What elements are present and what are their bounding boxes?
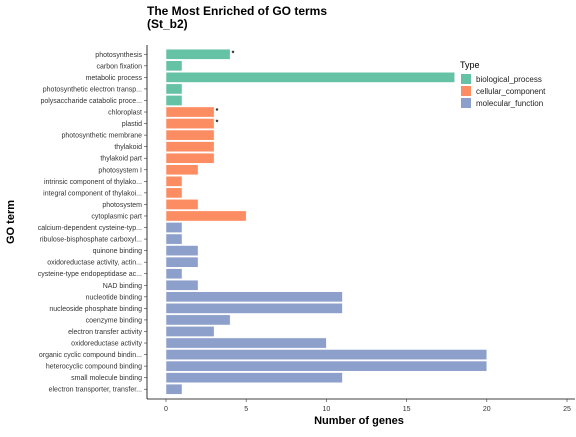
bar <box>165 349 488 360</box>
legend-label: biological_process <box>476 75 542 84</box>
category-label: integral component of thylakoi... <box>43 190 142 197</box>
legend-swatch <box>461 86 471 96</box>
bar <box>165 199 199 210</box>
chart-subtitle: (St_b2) <box>147 17 188 31</box>
bar <box>165 152 215 164</box>
bar <box>165 83 183 95</box>
bar <box>165 187 183 199</box>
bar <box>165 291 343 303</box>
significance-marker: * <box>232 50 235 57</box>
category-label: heterocyclic compound binding <box>46 364 142 371</box>
category-label: organic cyclic compound bindin... <box>39 352 142 359</box>
category-label: calcium-dependent cysteine-typ... <box>38 225 142 232</box>
bar <box>165 372 343 384</box>
bar <box>165 60 183 72</box>
bar <box>165 118 215 129</box>
bar <box>165 314 231 326</box>
significance-marker: * <box>216 120 219 127</box>
legend-swatch <box>461 74 471 84</box>
legend-items: biological_process cellular_componentmole… <box>461 74 546 108</box>
category-label: oxidoreductase activity, actin... <box>47 260 142 267</box>
category-label: cytoplasmic part <box>91 213 142 220</box>
bar <box>165 245 199 256</box>
category-labels: photosynthesis carbon fixation metabolic p… <box>38 52 147 394</box>
bar <box>165 164 199 176</box>
category-label: photosystem <box>102 202 142 209</box>
category-label: thylakoid <box>114 144 142 151</box>
category-label: quinone binding <box>93 248 143 255</box>
bar <box>165 129 215 141</box>
legend-label: molecular_function <box>476 99 543 108</box>
bar <box>165 303 343 314</box>
y-axis-title: GO term <box>5 200 17 244</box>
bar <box>165 337 327 349</box>
category-label: photosynthetic membrane <box>61 133 142 140</box>
category-label: thylakoid part <box>100 156 142 163</box>
bar <box>165 222 183 233</box>
category-label: small molecule binding <box>71 375 142 382</box>
category-label: oxidoreductase activity <box>71 341 142 348</box>
category-label: nucleoside phosphate binding <box>49 306 142 313</box>
category-label: coenzyme binding <box>86 317 143 324</box>
bar <box>165 210 247 222</box>
x-tick-label: 10 <box>323 406 331 413</box>
bar <box>165 326 215 337</box>
category-label: electron transporter, transfer... <box>49 387 142 394</box>
category-label: nucleotide binding <box>86 294 143 301</box>
category-label: intrinsic component of thylako... <box>44 179 142 186</box>
category-label: cysteine-type endopeptidase ac... <box>38 271 142 278</box>
category-label: ribulose-bisphosphate carboxyl... <box>40 237 142 244</box>
bar <box>165 279 199 291</box>
bars-group: * * * <box>165 48 488 395</box>
x-tick-label: 0 <box>164 406 168 413</box>
x-axis-title: Number of genes <box>314 415 404 427</box>
category-label: metabolic process <box>86 75 143 82</box>
bar <box>165 383 183 395</box>
bar <box>165 95 183 106</box>
category-label: plastid <box>122 121 142 128</box>
chart-title: The Most Enriched of GO terms <box>147 4 327 18</box>
category-label: carbon fixation <box>96 63 142 70</box>
x-tick-label: 20 <box>483 406 491 413</box>
bar <box>165 233 183 245</box>
bar <box>165 256 199 268</box>
x-tick-label: 15 <box>403 406 411 413</box>
category-label: NAD binding <box>103 283 142 290</box>
category-label: photosynthetic electron transp... <box>43 86 142 93</box>
category-label: polysaccharide catabolic proce... <box>40 98 142 105</box>
bar <box>165 141 215 153</box>
bar <box>165 72 455 83</box>
bar <box>165 106 215 118</box>
bar <box>165 360 488 372</box>
legend-label: cellular_component <box>476 87 546 96</box>
legend-swatch <box>461 98 471 108</box>
category-label: chloroplast <box>108 110 142 117</box>
x-axis-ticks: 0 5 10 15 20 25 <box>164 399 571 413</box>
x-tick-label: 5 <box>244 406 248 413</box>
legend: Type biological_process cellular_componen… <box>460 60 546 108</box>
significance-marker: * <box>216 108 219 115</box>
x-tick-label: 25 <box>563 406 571 413</box>
bar <box>165 268 183 280</box>
bar <box>165 175 183 187</box>
legend-title: Type <box>460 60 480 70</box>
bar <box>165 48 231 60</box>
category-label: electron transfer activity <box>68 329 142 336</box>
category-label: photosynthesis <box>95 52 142 59</box>
category-label: photosystem I <box>98 167 142 174</box>
